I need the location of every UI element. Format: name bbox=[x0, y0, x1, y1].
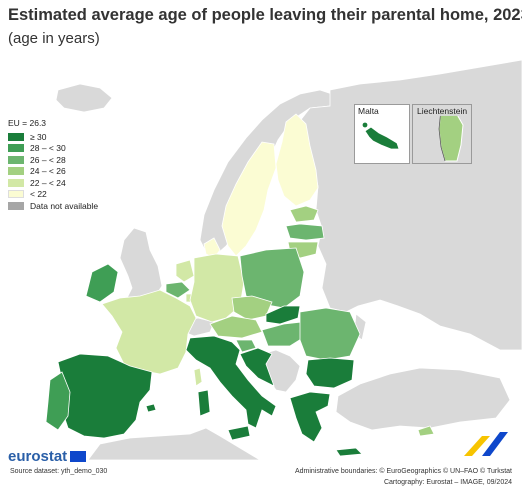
region-cyprus bbox=[417, 425, 435, 437]
region-malta bbox=[364, 126, 400, 150]
region-sweden bbox=[221, 141, 277, 257]
region-poland bbox=[239, 247, 305, 309]
region-sicily bbox=[227, 425, 251, 441]
legend-item: 26 – < 28 bbox=[8, 154, 98, 166]
region-hungary bbox=[261, 321, 307, 347]
region-north-africa bbox=[87, 427, 261, 460]
region-austria bbox=[209, 315, 263, 339]
boundaries-credit: Administrative boundaries: © EuroGeograp… bbox=[294, 468, 512, 475]
eu-flag-icon bbox=[70, 451, 87, 462]
legend-item: ≥ 30 bbox=[8, 131, 98, 143]
region-latvia bbox=[285, 223, 325, 241]
inset-malta: Malta bbox=[354, 104, 410, 164]
region-finland bbox=[275, 113, 319, 207]
corner-graphic-icon bbox=[464, 432, 508, 456]
map-title: Estimated average age of people leaving … bbox=[8, 6, 522, 24]
inset-label-malta: Malta bbox=[358, 106, 379, 116]
region-turkey bbox=[335, 367, 511, 431]
region-bulgaria bbox=[305, 357, 355, 389]
map-subtitle: (age in years) bbox=[8, 30, 100, 47]
region-crete bbox=[335, 447, 363, 457]
region-balearic bbox=[145, 403, 157, 413]
region-romania bbox=[299, 307, 361, 361]
region-italy bbox=[185, 335, 277, 429]
region-slovakia bbox=[265, 305, 301, 325]
legend-item: 22 – < 24 bbox=[8, 177, 98, 189]
region-greece bbox=[289, 391, 331, 443]
eu-reference: EU = 26.3 bbox=[8, 118, 47, 128]
eurostat-logo: eurostat bbox=[8, 448, 87, 465]
region-estonia bbox=[289, 205, 319, 223]
legend: EU = 26.3 ≥ 30 28 – < 30 26 – < 28 24 – … bbox=[8, 118, 98, 212]
legend-item: 28 – < 30 bbox=[8, 143, 98, 155]
cartography-credit: Cartography: Eurostat – IMAGE, 09/2024 bbox=[383, 479, 512, 486]
region-ireland bbox=[85, 263, 119, 303]
legend-item: Data not available bbox=[8, 200, 98, 212]
europe-map bbox=[45, 59, 522, 460]
region-iceland bbox=[55, 83, 113, 113]
region-croatia bbox=[239, 347, 275, 387]
inset-label-liechtenstein: Liechtenstein bbox=[416, 106, 469, 116]
region-belgium bbox=[165, 281, 191, 299]
region-slovenia bbox=[235, 339, 257, 353]
inset-liechtenstein: Liechtenstein bbox=[412, 104, 472, 164]
source-note: Source dataset: yth_demo_030 bbox=[10, 468, 108, 475]
legend-item: 24 – < 26 bbox=[8, 166, 98, 178]
legend-item: < 22 bbox=[8, 189, 98, 201]
region-netherlands bbox=[175, 259, 195, 283]
region-sardinia bbox=[197, 389, 211, 417]
region-portugal bbox=[45, 371, 71, 431]
region-corsica bbox=[193, 367, 203, 387]
region-france bbox=[101, 289, 197, 375]
